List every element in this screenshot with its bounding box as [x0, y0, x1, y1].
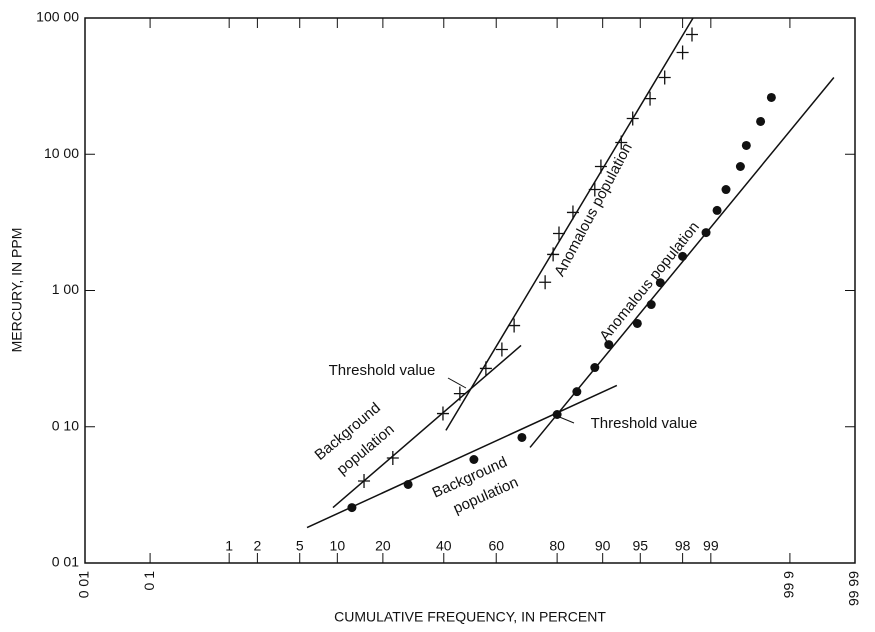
- plus-marker: [552, 226, 565, 241]
- y-tick-label: 1 00: [52, 281, 79, 297]
- plus-marker: [594, 159, 607, 174]
- fit-line: [445, 17, 694, 431]
- plus-marker: [685, 27, 698, 42]
- x-axis-label: CUMULATIVE FREQUENCY, IN PERCENT: [334, 609, 606, 625]
- annotation: Threshold value: [329, 362, 436, 379]
- plus-marker: [386, 450, 399, 465]
- x-tick-label: 80: [549, 538, 565, 554]
- plus-marker: [566, 205, 579, 220]
- x-tick-label: 2: [253, 538, 261, 554]
- x-tick-label: 5: [296, 538, 304, 554]
- dot-marker: [756, 116, 766, 126]
- dot-marker: [552, 410, 562, 420]
- y-axis-label: MERCURY, IN PPM: [9, 228, 25, 353]
- dot-marker: [572, 387, 582, 397]
- plus-marker: [547, 247, 560, 262]
- plus-marker: [539, 275, 552, 290]
- dot-marker: [646, 300, 656, 310]
- y-tick-label: 100 00: [36, 9, 79, 25]
- x-tick-label: 40: [436, 538, 452, 554]
- plus-marker: [644, 91, 657, 106]
- x-tick-label: 0 01: [76, 571, 92, 598]
- y-tick-label: 0 10: [52, 417, 79, 433]
- x-tick-label: 99: [703, 538, 719, 554]
- x-tick-label: 99 9: [781, 571, 797, 598]
- dot-marker: [655, 278, 665, 288]
- dot-marker: [604, 340, 614, 350]
- leader-line: [447, 377, 467, 389]
- plus-marker: [479, 361, 492, 376]
- fit-line: [306, 384, 618, 529]
- dot-marker: [403, 479, 413, 489]
- annotation: Threshold value: [591, 415, 698, 432]
- dot-marker: [469, 454, 479, 464]
- fit-line: [529, 76, 835, 448]
- x-tick-label: 0 1: [141, 571, 157, 591]
- plus-marker: [615, 135, 628, 150]
- dot-marker: [517, 432, 527, 442]
- plus-marker: [358, 473, 371, 488]
- plus-marker: [495, 342, 508, 357]
- annotation: Anomalous population: [596, 219, 703, 345]
- dot-marker: [347, 503, 357, 513]
- dot-marker: [701, 228, 711, 238]
- x-tick-label: 1: [225, 538, 233, 554]
- y-tick-label: 0 01: [52, 554, 79, 570]
- dot-marker: [712, 205, 722, 215]
- dot-marker: [735, 162, 745, 172]
- dot-marker: [741, 140, 751, 150]
- plus-marker: [508, 318, 521, 333]
- plus-marker: [658, 70, 671, 85]
- plus-marker: [676, 45, 689, 60]
- x-tick-label: 60: [488, 538, 504, 554]
- plus-marker: [436, 406, 449, 421]
- x-tick-label: 10: [330, 538, 346, 554]
- y-tick-label: 10 00: [44, 145, 79, 161]
- dot-marker: [678, 251, 688, 261]
- x-tick-label: 95: [632, 538, 648, 554]
- x-tick-label: 98: [675, 538, 691, 554]
- dot-marker: [632, 318, 642, 328]
- plus-marker: [453, 386, 466, 401]
- plus-marker: [588, 182, 601, 197]
- dot-marker: [590, 363, 600, 373]
- annotation: Anomalous population: [551, 140, 636, 279]
- x-tick-label: 99 99: [846, 571, 862, 606]
- dot-marker: [721, 185, 731, 195]
- x-tick-label: 90: [595, 538, 611, 554]
- x-tick-label: 20: [375, 538, 391, 554]
- dot-marker: [766, 92, 776, 102]
- plus-marker: [626, 111, 639, 126]
